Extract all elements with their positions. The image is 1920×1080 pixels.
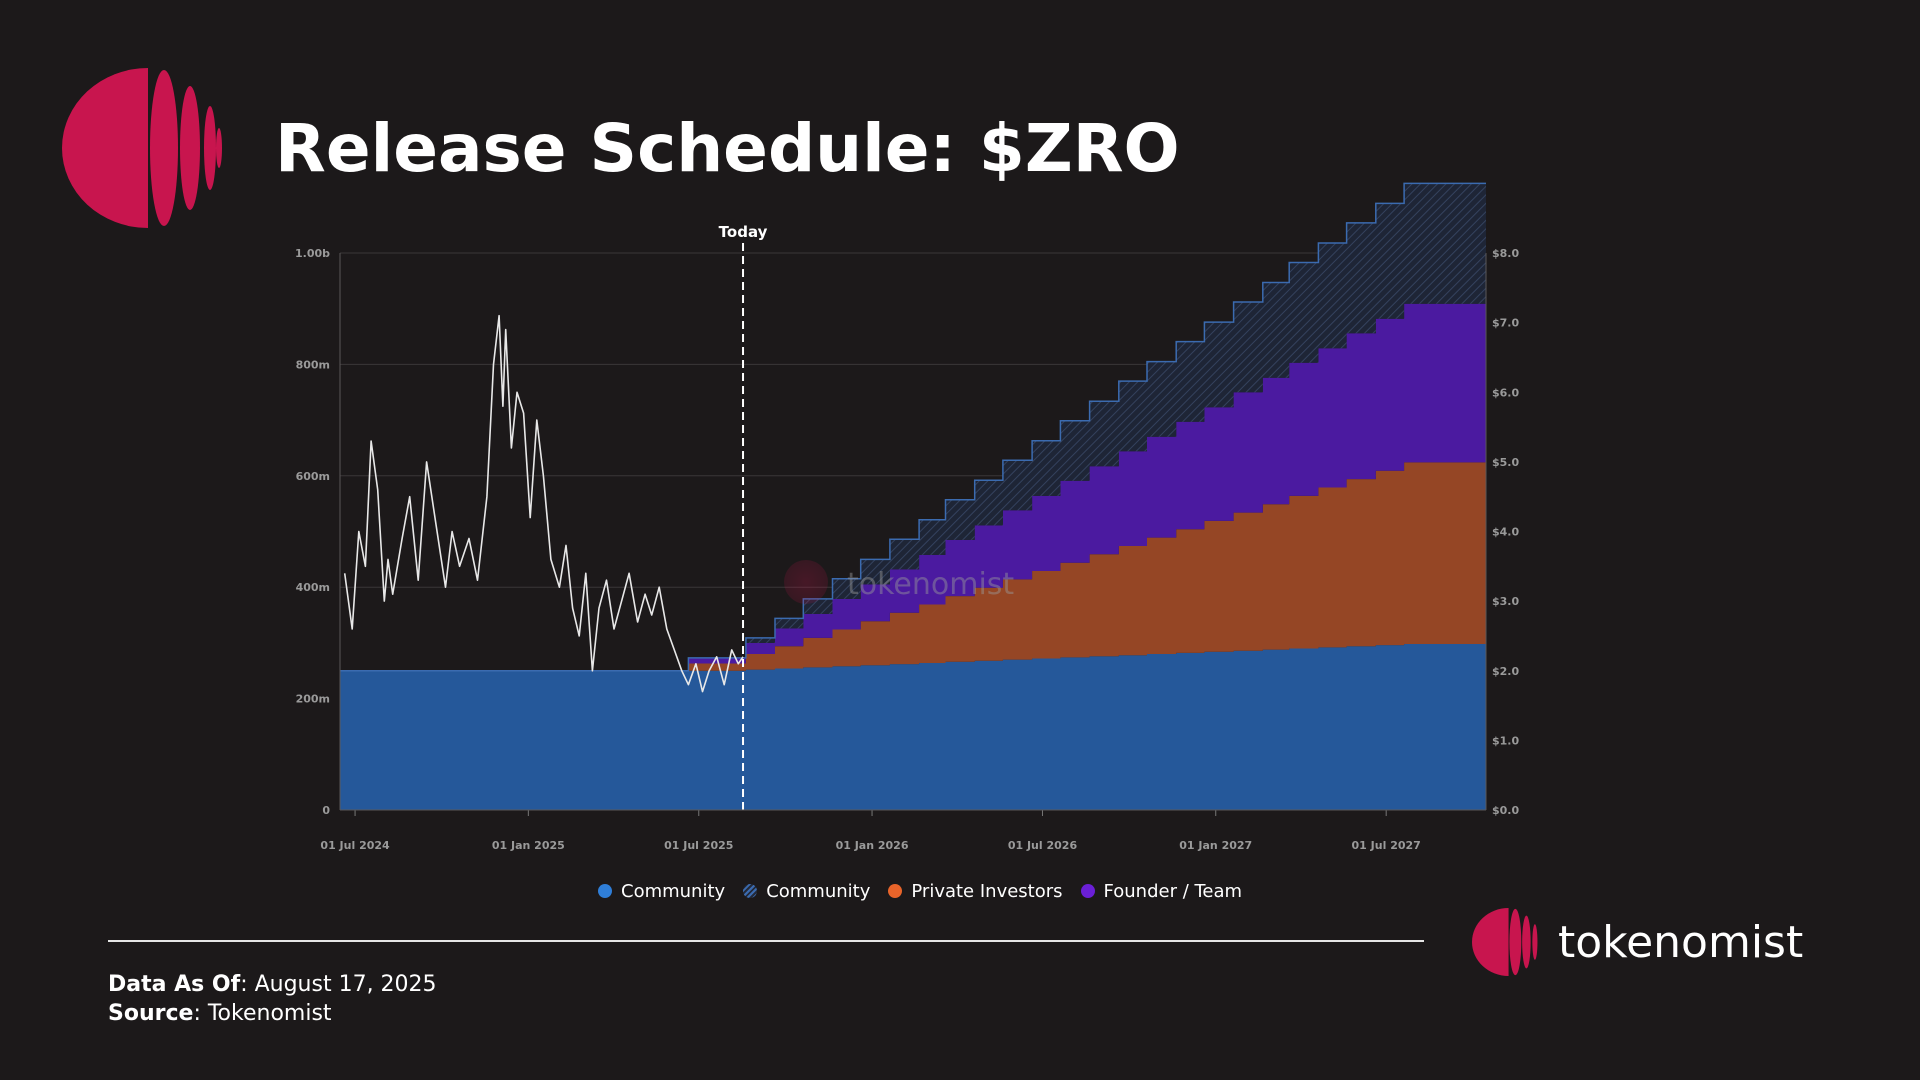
legend-item-private-investors[interactable]: Private Investors <box>888 880 1063 902</box>
area-community <box>340 644 1486 810</box>
x-tick-label: 01 Jul 2027 <box>1352 839 1421 852</box>
chart-legend: Community Community Private Investors Fo… <box>598 876 1242 906</box>
data-as-of-label: Data As Of <box>108 972 241 997</box>
y-right-tick-label: $5.0 <box>1492 456 1519 469</box>
y-right-tick-label: $4.0 <box>1492 526 1519 539</box>
y-right-tick-label: $1.0 <box>1492 734 1519 747</box>
y-left-tick-label: 1.00b <box>295 247 330 260</box>
chart-watermark: tokenomist <box>784 560 1014 604</box>
legend-item-community-hatched[interactable]: Community <box>743 881 870 902</box>
legend-private-investors-swatch <box>888 884 903 898</box>
area-community-hatched <box>340 183 1486 671</box>
legend-founder-team-swatch <box>1080 884 1095 898</box>
today-marker-group: Today <box>719 223 768 810</box>
footer: Data As Of: August 17, 2025 Source: Toke… <box>108 970 437 1028</box>
y-right-tick-label: $3.0 <box>1492 595 1519 608</box>
legend-item-founder-team[interactable]: Founder / Team <box>1080 880 1243 902</box>
x-tick-label: 01 Jan 2026 <box>836 839 909 852</box>
y-right-tick-label: $7.0 <box>1492 317 1519 330</box>
brand-lockup: tokenomist <box>1472 906 1832 978</box>
watermark-logo-icon <box>784 560 828 604</box>
legend-community-swatch <box>598 884 612 898</box>
x-tick-label: 01 Jul 2026 <box>1008 839 1078 852</box>
release-schedule-chart: tokenomist Today 0 200m 400m 600m 800m 1.00b $… <box>295 182 1520 852</box>
y-right-tick-label: $6.0 <box>1492 386 1519 399</box>
chart-axes: 0 200m 400m 600m 800m 1.00b $0.0 $1.0 $2.0 $3.0 $4… <box>295 247 1520 852</box>
source-line: Source: Tokenomist <box>108 999 437 1028</box>
y-right-tick-label: $2.0 <box>1492 665 1519 678</box>
y-left-tick-label: 200m <box>296 693 330 706</box>
y-left-tick-label: 0 <box>322 804 330 817</box>
today-label: Today <box>719 223 768 241</box>
x-tick-label: 01 Jul 2025 <box>664 839 733 852</box>
area-private-investors <box>340 462 1486 671</box>
brand-name: tokenomist <box>1558 916 1804 968</box>
legend-community-label: Community <box>621 880 726 902</box>
price-line-group <box>343 314 744 693</box>
page-title: Release Schedule: $ZRO <box>275 110 1180 187</box>
source-value: : Tokenomist <box>193 1001 332 1026</box>
brand-logo-icon <box>1472 908 1538 976</box>
chart-areas <box>340 182 1486 810</box>
area-founder-team <box>340 303 1486 671</box>
source-label: Source <box>108 1001 194 1026</box>
data-as-of-value: : August 17, 2025 <box>240 972 437 997</box>
price-line <box>343 314 744 693</box>
x-tick-label: 01 Jan 2025 <box>492 839 565 852</box>
y-right-tick-label: $0.0 <box>1492 804 1519 817</box>
legend-community-hatched-swatch <box>743 884 758 898</box>
x-tick-label: 01 Jan 2027 <box>1179 839 1252 852</box>
y-right-tick-label: $8.0 <box>1492 247 1519 260</box>
legend-community-hatched-label: Community <box>766 880 871 902</box>
y-left-tick-label: 800m <box>296 358 330 371</box>
x-tick-label: 01 Jul 2024 <box>320 839 390 852</box>
y-left-tick-label: 600m <box>296 470 330 483</box>
watermark-text: tokenomist <box>847 567 1014 602</box>
y-left-tick-label: 400m <box>296 581 330 594</box>
footer-divider <box>108 940 1424 942</box>
legend-founder-team-label: Founder / Team <box>1103 880 1243 902</box>
tokenomist-logo-icon <box>62 68 222 228</box>
legend-private-investors-label: Private Investors <box>911 880 1063 902</box>
data-as-of-line: Data As Of: August 17, 2025 <box>108 970 437 999</box>
legend-item-community[interactable]: Community <box>598 881 725 902</box>
